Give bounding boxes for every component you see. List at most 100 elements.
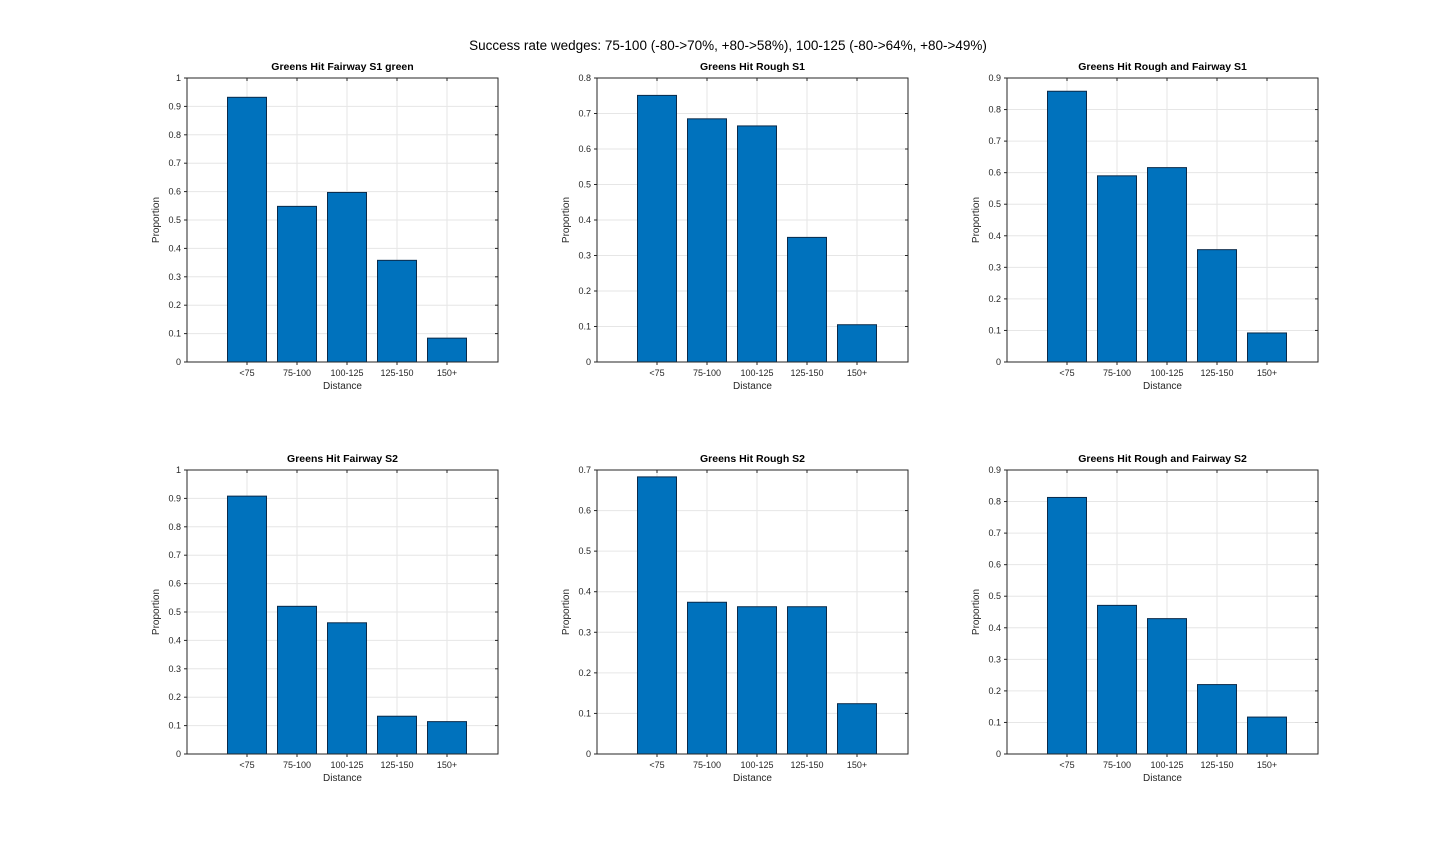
x-tick-label: 150+ bbox=[1257, 368, 1277, 378]
y-axis-label: Proportion bbox=[151, 197, 162, 243]
y-tick-label: 0 bbox=[996, 749, 1001, 759]
y-tick-label: 0.4 bbox=[988, 231, 1001, 241]
bar-chart-svg: 0 0.1 0.2 0.3 0.4 0.5 0.6 0.7 0.8 0.9 <75 75-100 100… bbox=[971, 61, 1319, 392]
y-axis-label: Proportion bbox=[561, 197, 572, 243]
y-axis-label: Proportion bbox=[971, 589, 982, 635]
x-tick-label: 150+ bbox=[847, 368, 867, 378]
chart-title: Greens Hit Rough S1 bbox=[700, 61, 805, 73]
x-tick-label: 150+ bbox=[1257, 760, 1277, 770]
y-tick-label: 0.4 bbox=[168, 243, 181, 253]
chart-greens-hit-rough-and-fairway-s1: 0 0.1 0.2 0.3 0.4 0.5 0.6 0.7 0.8 0.9 <75 75-100 100… bbox=[947, 56, 1357, 401]
x-axis-label: Distance bbox=[1143, 773, 1182, 784]
y-tick-label: 0.7 bbox=[988, 528, 1001, 538]
y-tick-label: 0.1 bbox=[578, 322, 591, 332]
y-tick-label: 0.1 bbox=[168, 329, 181, 339]
bar bbox=[687, 601, 727, 755]
y-tick-label: 0.2 bbox=[578, 286, 591, 296]
x-tick-label: 100-125 bbox=[740, 368, 773, 378]
y-tick-label: 0.5 bbox=[578, 546, 591, 556]
y-tick-label: 0.5 bbox=[168, 215, 181, 225]
y-tick-label: 1 bbox=[176, 73, 181, 83]
y-tick-label: 0.6 bbox=[168, 187, 181, 197]
axes-box bbox=[1006, 77, 1319, 363]
y-tick-label: 0.3 bbox=[578, 627, 591, 637]
y-tick-label: 0.9 bbox=[988, 73, 1001, 83]
bar bbox=[1247, 332, 1287, 363]
x-tick-label: <75 bbox=[649, 368, 664, 378]
y-tick-label: 0.6 bbox=[578, 506, 591, 516]
chart-title: Greens Hit Rough and Fairway S2 bbox=[1078, 453, 1247, 465]
x-tick-label: 150+ bbox=[847, 760, 867, 770]
y-tick-label: 0.9 bbox=[988, 465, 1001, 475]
bar bbox=[737, 125, 777, 363]
y-tick-label: 0.1 bbox=[988, 717, 1001, 727]
x-tick-label: 150+ bbox=[437, 760, 457, 770]
bar bbox=[227, 96, 267, 363]
bar-chart-svg: 0 0.1 0.2 0.3 0.4 0.5 0.6 0.7 0.8 0.9 <75 75-100 100… bbox=[971, 453, 1319, 784]
bar bbox=[1047, 496, 1087, 755]
bar bbox=[837, 324, 877, 363]
x-tick-label: 75-100 bbox=[693, 760, 721, 770]
chart-greens-hit-fairway-s1-green: 0 0.1 0.2 0.3 0.4 0.5 0.6 0.7 0.8 0.9 1 <75 75-100 10… bbox=[127, 56, 537, 401]
bar bbox=[1047, 90, 1087, 363]
x-tick-label: 75-100 bbox=[1103, 368, 1131, 378]
x-tick-label: 100-125 bbox=[1150, 368, 1183, 378]
y-tick-label: 0 bbox=[586, 357, 591, 367]
figure-supertitle: Success rate wedges: 75-100 (-80->70%, +… bbox=[469, 38, 987, 53]
chart-greens-hit-rough-s2: 0 0.1 0.2 0.3 0.4 0.5 0.6 0.7 <75 75-100 100-125 12… bbox=[537, 448, 947, 793]
x-axis-label: Distance bbox=[733, 381, 772, 392]
bar bbox=[637, 94, 677, 363]
y-tick-label: 0.5 bbox=[988, 199, 1001, 209]
y-tick-label: 0 bbox=[996, 357, 1001, 367]
y-tick-label: 0 bbox=[176, 749, 181, 759]
x-axis-label: Distance bbox=[323, 381, 362, 392]
chart-title: Greens Hit Rough S2 bbox=[700, 453, 805, 465]
y-tick-label: 0.6 bbox=[168, 579, 181, 589]
y-tick-label: 0.8 bbox=[168, 130, 181, 140]
x-tick-label: 150+ bbox=[437, 368, 457, 378]
bar bbox=[327, 622, 367, 755]
y-tick-label: 0.9 bbox=[168, 493, 181, 503]
chart-title: Greens Hit Rough and Fairway S1 bbox=[1078, 61, 1247, 73]
bar bbox=[837, 703, 877, 755]
y-tick-label: 0.8 bbox=[988, 105, 1001, 115]
y-tick-label: 0.4 bbox=[168, 635, 181, 645]
x-tick-label: 75-100 bbox=[693, 368, 721, 378]
y-axis-label: Proportion bbox=[561, 589, 572, 635]
y-tick-label: 0.6 bbox=[988, 168, 1001, 178]
y-tick-label: 1 bbox=[176, 465, 181, 475]
x-tick-label: 75-100 bbox=[1103, 760, 1131, 770]
y-tick-label: 0.2 bbox=[988, 686, 1001, 696]
bar bbox=[787, 606, 827, 755]
x-tick-label: 100-125 bbox=[1150, 760, 1183, 770]
x-tick-label: <75 bbox=[1059, 760, 1074, 770]
y-tick-label: 0 bbox=[176, 357, 181, 367]
bar bbox=[427, 721, 467, 755]
x-tick-label: 100-125 bbox=[330, 760, 363, 770]
chart-greens-hit-fairway-s2: 0 0.1 0.2 0.3 0.4 0.5 0.6 0.7 0.8 0.9 1 <75 75-100 10… bbox=[127, 448, 537, 793]
y-tick-label: 0.3 bbox=[988, 654, 1001, 664]
y-tick-label: 0.3 bbox=[168, 272, 181, 282]
x-axis-label: Distance bbox=[323, 773, 362, 784]
axes-box bbox=[596, 469, 909, 755]
bar bbox=[1197, 249, 1237, 363]
y-tick-label: 0.2 bbox=[988, 294, 1001, 304]
y-tick-label: 0.7 bbox=[988, 136, 1001, 146]
y-axis-label: Proportion bbox=[971, 197, 982, 243]
chart-greens-hit-rough-and-fairway-s2: 0 0.1 0.2 0.3 0.4 0.5 0.6 0.7 0.8 0.9 <75 75-100 100… bbox=[947, 448, 1357, 793]
y-tick-label: 0.8 bbox=[578, 73, 591, 83]
bar bbox=[377, 259, 417, 363]
x-tick-label: 125-150 bbox=[1200, 368, 1233, 378]
y-tick-label: 0.3 bbox=[168, 664, 181, 674]
y-tick-label: 0.4 bbox=[578, 587, 591, 597]
y-tick-label: 0.4 bbox=[988, 623, 1001, 633]
y-axis-label: Proportion bbox=[151, 589, 162, 635]
bar bbox=[277, 205, 317, 363]
chart-greens-hit-rough-s1: 0 0.1 0.2 0.3 0.4 0.5 0.6 0.7 0.8 <75 75-100 100-12… bbox=[537, 56, 947, 401]
y-tick-label: 0.3 bbox=[988, 262, 1001, 272]
y-tick-label: 0.5 bbox=[168, 607, 181, 617]
x-tick-label: 75-100 bbox=[283, 760, 311, 770]
y-tick-label: 0.2 bbox=[578, 668, 591, 678]
y-tick-label: 0.1 bbox=[988, 325, 1001, 335]
